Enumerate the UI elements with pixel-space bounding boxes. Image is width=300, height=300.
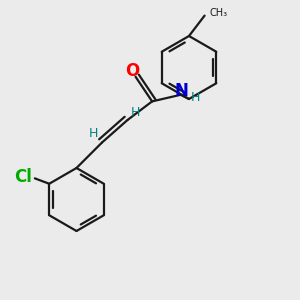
Text: H: H	[88, 127, 98, 140]
Text: N: N	[175, 82, 188, 100]
Text: H: H	[190, 91, 200, 104]
Text: H: H	[131, 106, 141, 119]
Text: CH₃: CH₃	[209, 8, 227, 18]
Text: O: O	[125, 62, 139, 80]
Text: Cl: Cl	[14, 168, 32, 186]
